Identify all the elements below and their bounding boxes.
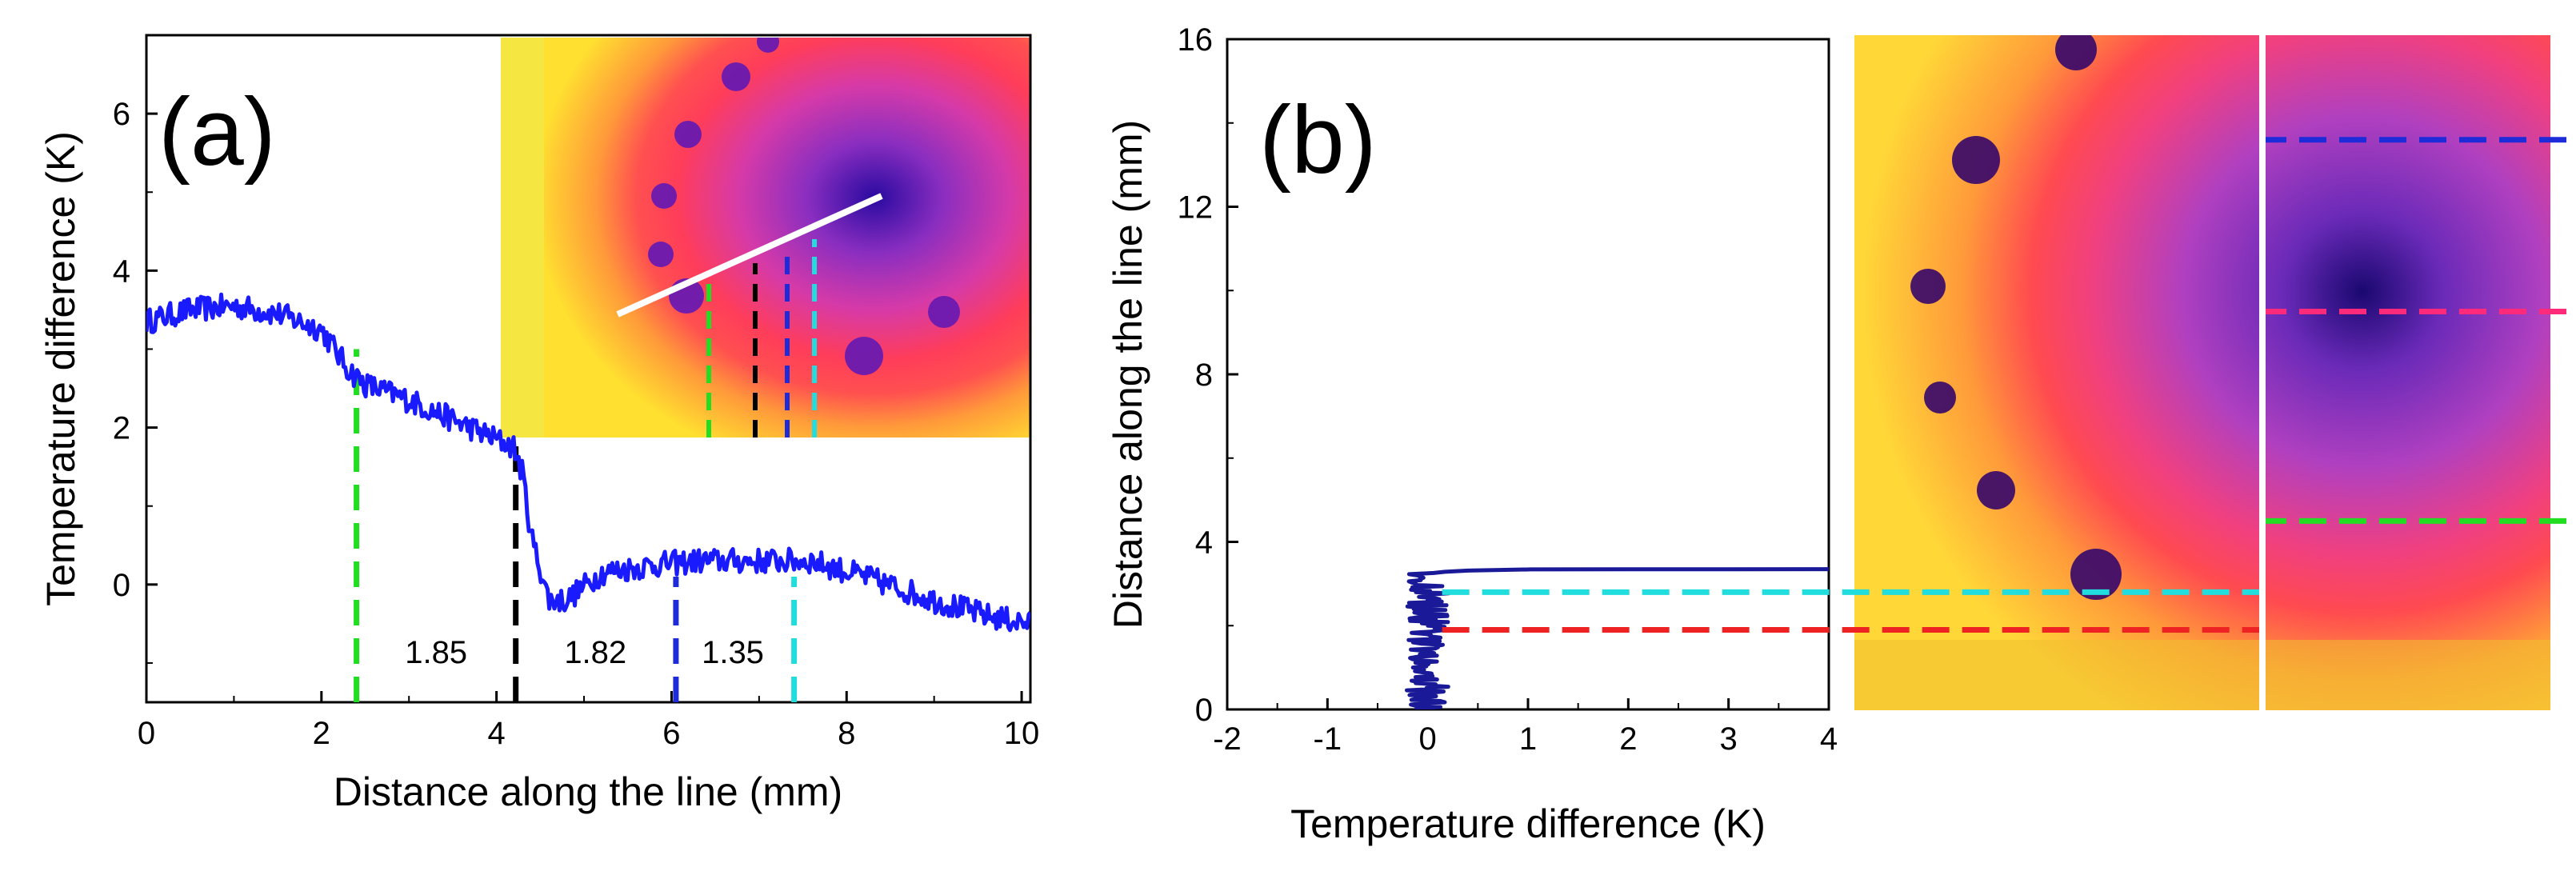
panel-a-inset-lines (616, 193, 883, 438)
panel-b-series-line (1405, 567, 1829, 709)
b-y-tick-label: 4 (1195, 525, 1213, 561)
a-y-tick-label: 4 (113, 254, 130, 289)
a-x-tick-label: 6 (662, 716, 680, 751)
b-y-tick-label: 12 (1178, 190, 1214, 226)
panel-a-label: (a) (158, 78, 276, 186)
panel-a-ticks: 0 2 4 6 8 10 0 2 4 6 (113, 97, 1040, 751)
panel-a-x-axis-title: Distance along the line (mm) (334, 769, 842, 814)
a-segment-annotation: 1.35 (702, 635, 764, 670)
panel-a-y-axis-title: Temperature difference (K) (38, 131, 83, 606)
panel-b-thermal-image (1854, 35, 2550, 710)
panel-b-y-axis-title: Distance along the line (mm) (1106, 120, 1150, 629)
b-y-tick-label: 0 (1195, 693, 1213, 728)
a-x-tick-label: 10 (1004, 716, 1040, 751)
b-x-tick-label: 2 (1619, 721, 1637, 757)
a-x-tick-label: 2 (313, 716, 330, 751)
panel-a-series-line (146, 292, 1030, 633)
panel-a-markers (354, 349, 798, 702)
image-heat-map (1854, 35, 2550, 710)
b-x-tick-label: 0 (1419, 721, 1437, 757)
a-y-tick-label: 0 (113, 568, 130, 603)
image-cavity-spots (1910, 35, 2122, 600)
panel-a-axes-frame (145, 34, 1032, 704)
a-segment-annotation: 1.82 (564, 635, 626, 670)
panel-a-inset-image (501, 38, 1030, 438)
image-bottom-band (1854, 640, 2550, 710)
a-inset-scan-line (616, 193, 883, 318)
b-x-tick-label: 1 (1519, 721, 1537, 757)
b-x-tick-label: 4 (1820, 721, 1838, 757)
panel-b-label: (b) (1259, 86, 1377, 194)
b-x-tick-label: -1 (1314, 721, 1342, 757)
panel-b-x-axis-title: Temperature difference (K) (1290, 801, 1766, 846)
panel-b-markers (1442, 137, 2576, 633)
a-x-tick-label: 4 (487, 716, 505, 751)
a-x-tick-label: 0 (138, 716, 155, 751)
a-y-tick-label: 6 (113, 97, 130, 132)
b-y-tick-label: 8 (1195, 358, 1213, 393)
b-y-tick-label: 16 (1178, 22, 1214, 58)
inset-cavity-spots (648, 38, 960, 375)
a-x-tick-label: 8 (838, 716, 855, 751)
a-y-tick-label: 2 (113, 411, 130, 446)
b-x-tick-label: -2 (1213, 721, 1242, 757)
a-segment-annotation: 1.85 (405, 635, 467, 670)
b-x-tick-label: 3 (1720, 721, 1738, 757)
panel-a-annotations: 1.85 1.82 1.35 (405, 635, 764, 670)
panel-a: (a) 0 2 4 6 8 10 0 2 4 6 1.85 1.82 1.35 Distance al… (38, 34, 1040, 814)
